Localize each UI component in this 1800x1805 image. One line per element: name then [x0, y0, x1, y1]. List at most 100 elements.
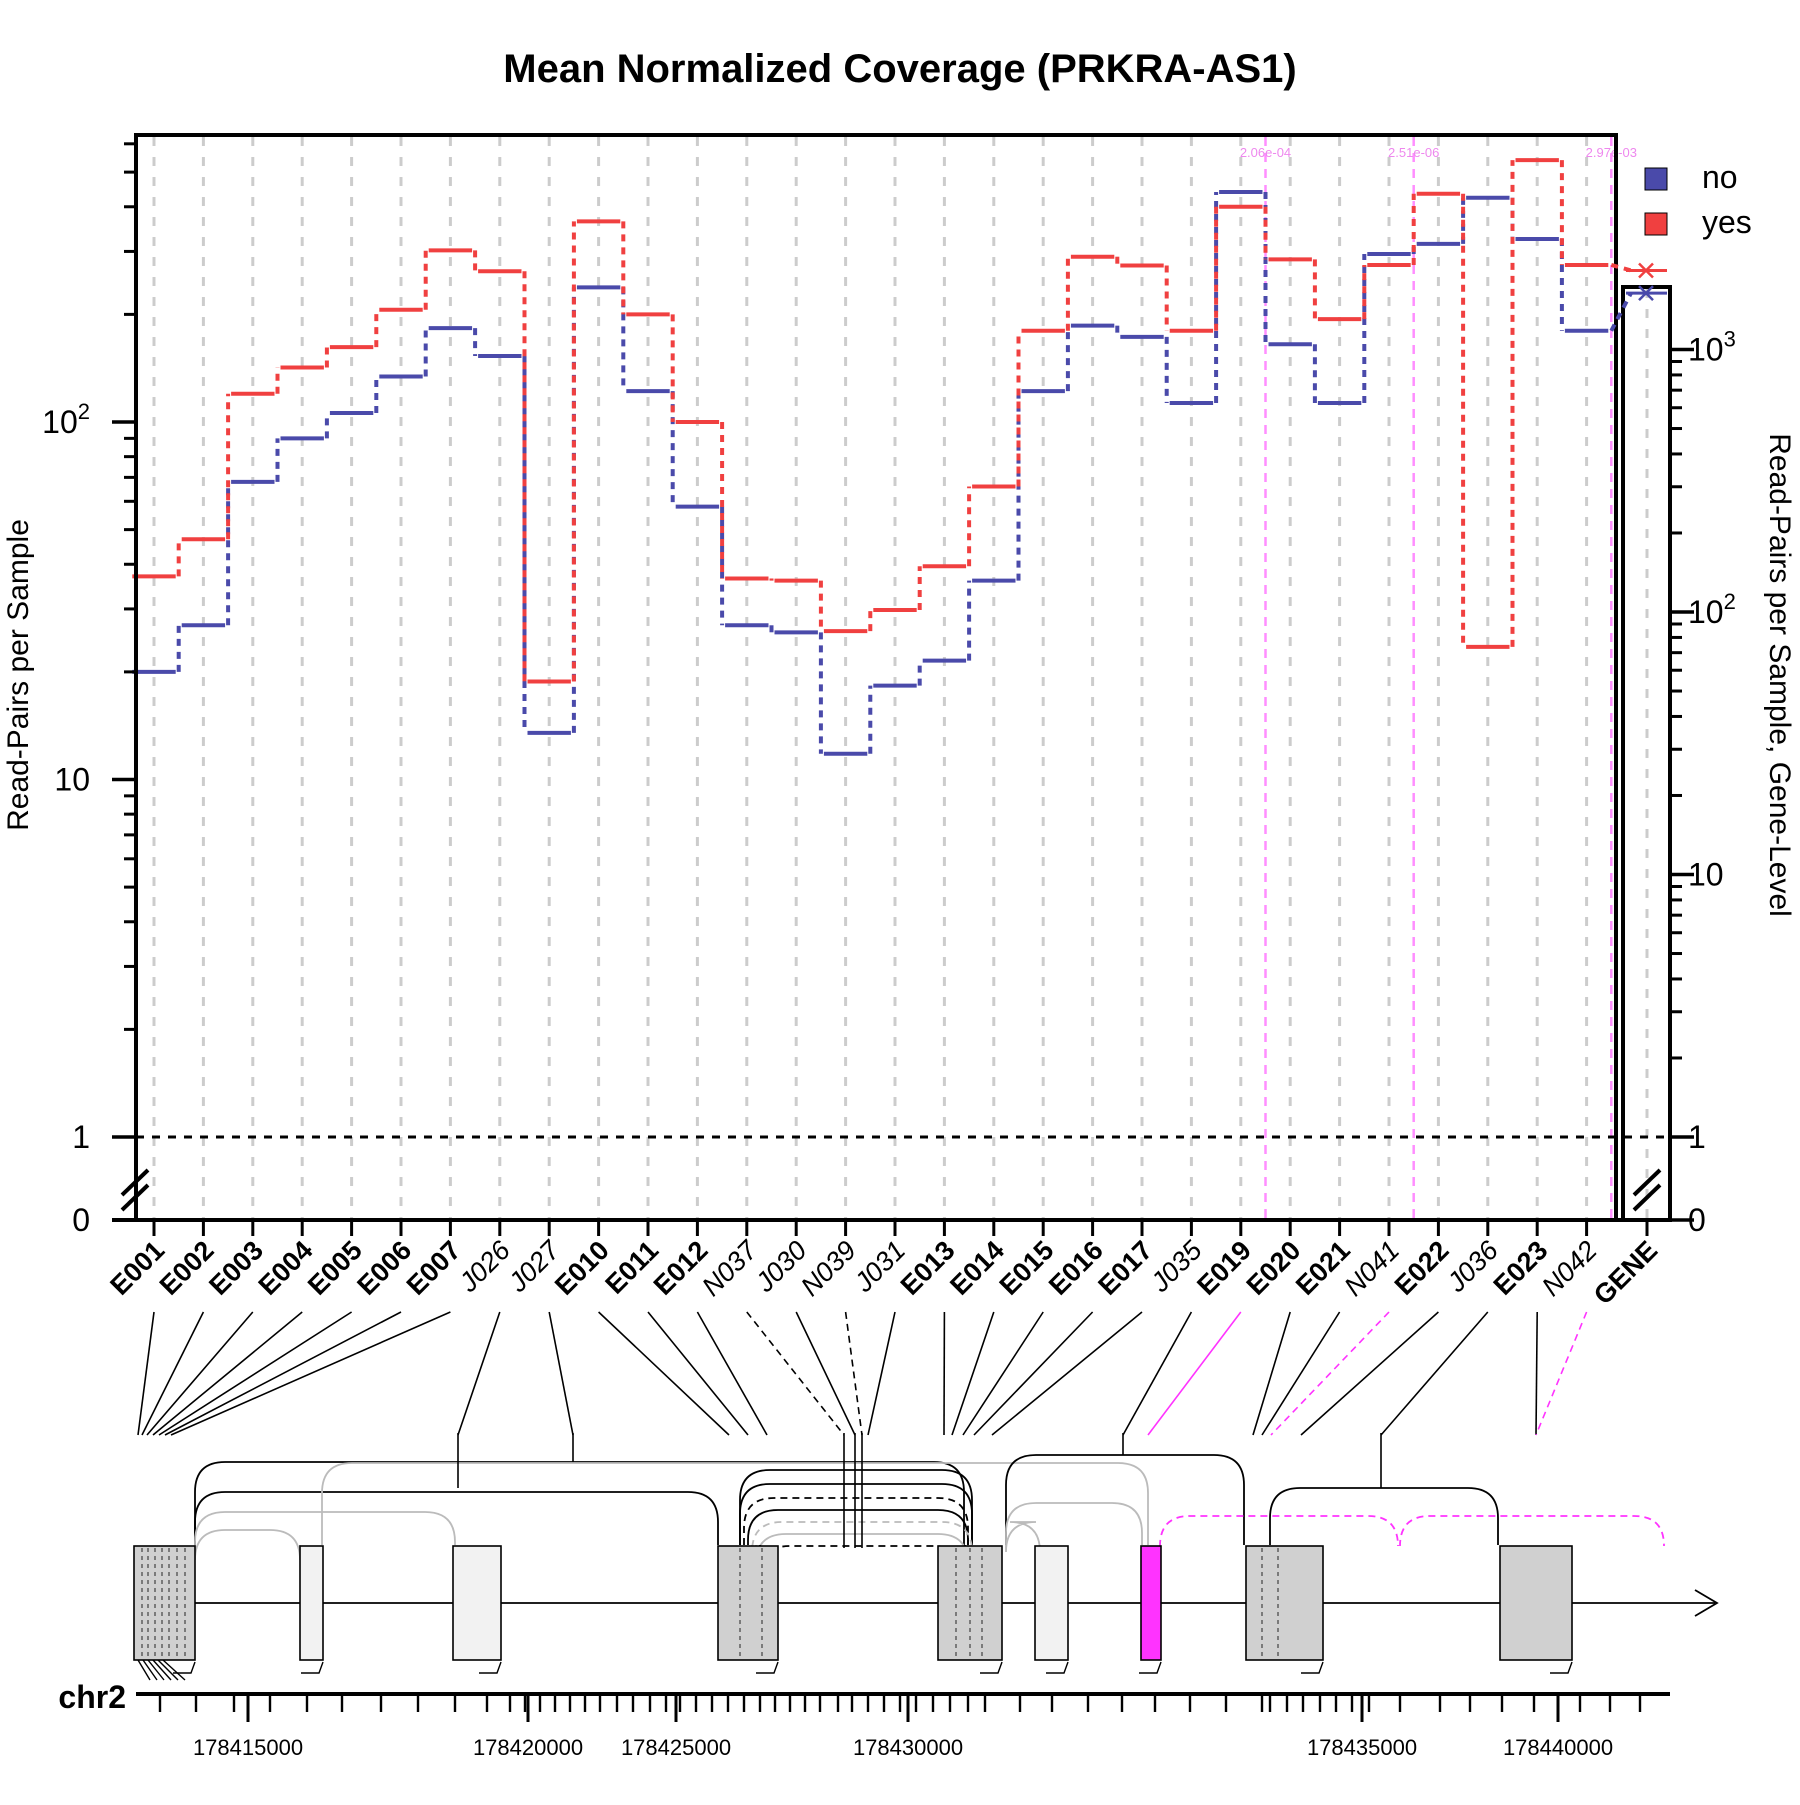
feature-label: N037 [696, 1234, 764, 1302]
feature-connector [868, 1312, 895, 1435]
legend: no yes [1645, 159, 1752, 240]
junction-arc [195, 1512, 455, 1545]
gene-label: GENE [1588, 1235, 1663, 1310]
pvalue-label: 2.06e-04 [1240, 145, 1291, 160]
exon-foot [1301, 1662, 1323, 1673]
feature-label: E020 [1241, 1235, 1307, 1301]
exon-foot [1046, 1662, 1068, 1673]
junction-arc [1006, 1503, 1142, 1545]
feature-label: E002 [154, 1235, 220, 1301]
y-tick-label: 1 [72, 1119, 90, 1155]
feature-connector [974, 1312, 1093, 1435]
exon-box [300, 1546, 323, 1660]
junction-arc [748, 1510, 968, 1545]
chromosome-tick-label: 178420000 [473, 1735, 583, 1760]
junction-arc [195, 1462, 964, 1545]
grid-lines [154, 137, 1647, 1218]
junction-arc [1160, 1516, 1398, 1546]
legend-swatch-yes [1645, 213, 1667, 235]
feature-label: E001 [104, 1235, 170, 1301]
feature-label: E012 [648, 1235, 714, 1301]
exon-foot [756, 1662, 778, 1673]
feature-connector [1301, 1312, 1438, 1435]
y-axis-label-right: Read-Pairs per Sample, Gene-Level [1763, 433, 1796, 917]
junction-arc [1006, 1455, 1244, 1545]
feature-label: E017 [1092, 1235, 1158, 1301]
feature-connector [1123, 1312, 1191, 1435]
feature-connector [796, 1312, 855, 1435]
legend-swatch-no [1645, 168, 1667, 190]
exon-box [134, 1546, 195, 1660]
exon-foot [1550, 1662, 1572, 1673]
legend-label-no: no [1702, 159, 1738, 195]
feature-connector [952, 1312, 994, 1435]
feature-label: E019 [1191, 1235, 1257, 1301]
feature-label: J031 [848, 1235, 911, 1298]
feature-label: E010 [549, 1235, 615, 1301]
feature-connector [1536, 1312, 1537, 1435]
feature-label: J027 [502, 1234, 566, 1298]
y-tick-label: 0 [72, 1202, 90, 1238]
feature-connector [1148, 1312, 1241, 1435]
chromosome-tick-label: 178435000 [1307, 1735, 1417, 1760]
feature-label: J035 [1144, 1234, 1208, 1298]
feature-connector [963, 1312, 1043, 1435]
feature-connector [171, 1312, 450, 1435]
feature-label: E005 [302, 1235, 368, 1301]
feature-label: E004 [253, 1235, 319, 1301]
exon-box [938, 1546, 1002, 1660]
feature-label: E011 [599, 1235, 664, 1300]
feature-connector [992, 1312, 1142, 1435]
series-group [132, 160, 1631, 754]
exon-fan [163, 1660, 185, 1680]
feature-label: N039 [795, 1235, 862, 1302]
main-plot-frame [136, 135, 1616, 1220]
feature-connector [1253, 1312, 1290, 1435]
feature-connector [1271, 1312, 1389, 1435]
legend-label-yes: yes [1702, 204, 1752, 240]
pvalue-label: 2.51e-06 [1388, 145, 1439, 160]
feature-connector [159, 1312, 352, 1435]
chart-title: Mean Normalized Coverage (PRKRA-AS1) [503, 47, 1297, 91]
exon-foot [1139, 1662, 1161, 1673]
y-tick-label: 10 [54, 762, 90, 798]
feature-label: E013 [895, 1235, 961, 1301]
exon-box [1246, 1546, 1323, 1660]
exon-box [1141, 1546, 1161, 1660]
feature-label: E015 [994, 1235, 1060, 1301]
feature-connector [549, 1312, 573, 1435]
exon-box [718, 1546, 778, 1660]
feature-label: E014 [944, 1235, 1010, 1301]
feature-label: E023 [1488, 1235, 1554, 1301]
feature-label: N041 [1338, 1235, 1405, 1302]
y-axis-label: Read-Pairs per Sample [2, 519, 35, 831]
y2-tick-label: 103 [1688, 327, 1736, 368]
y2-tick-label: 102 [1688, 589, 1736, 630]
feature-label: J026 [453, 1234, 517, 1298]
exon-box [453, 1546, 501, 1660]
junction-arc [760, 1545, 965, 1576]
feature-connector [1536, 1312, 1587, 1435]
feature-label: E021 [1290, 1235, 1356, 1301]
chromosome-tick-label: 178440000 [1503, 1735, 1613, 1760]
junction-arc [195, 1492, 718, 1545]
exon-foot [980, 1662, 1002, 1673]
chromosome-tick-label: 178425000 [621, 1735, 731, 1760]
chromosome-tick-label: 178430000 [853, 1735, 963, 1760]
exon-box [1035, 1546, 1068, 1660]
exon-foot [301, 1662, 323, 1673]
feature-label: E016 [1043, 1235, 1109, 1301]
exon-box [1500, 1546, 1572, 1660]
feature-connector [458, 1312, 500, 1435]
y2-tick-label: 0 [1688, 1202, 1706, 1238]
exon-foot [479, 1662, 501, 1673]
feature-label: E006 [351, 1235, 417, 1301]
feature-labels: E001E002E003E004E005E006E007J026J027E010… [104, 1220, 1670, 1310]
feature-connector [153, 1312, 302, 1435]
chromosome-tick-label: 178415000 [193, 1735, 303, 1760]
junction-arc [1400, 1516, 1664, 1546]
